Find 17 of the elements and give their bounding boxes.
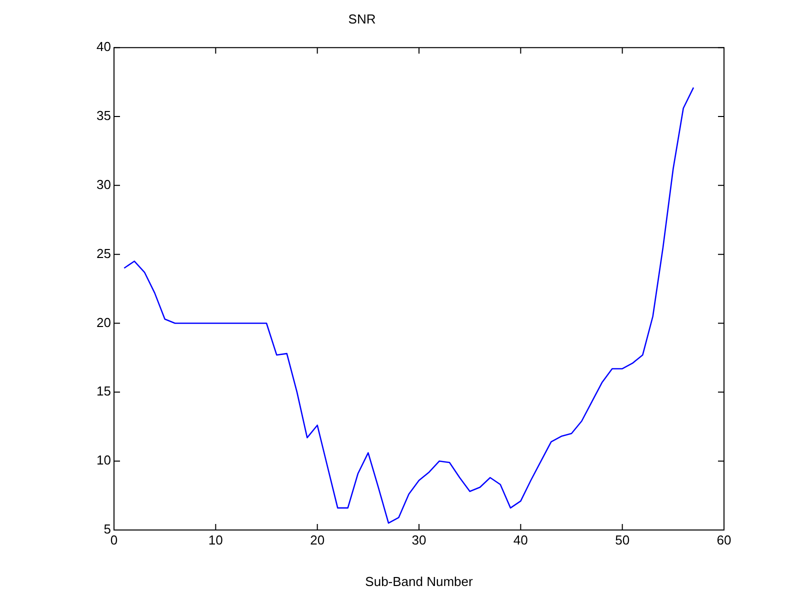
x-tick-label: 20 <box>310 532 325 548</box>
x-tick-label: 10 <box>208 532 223 548</box>
y-tick-label: 10 <box>96 452 111 468</box>
x-tick-label: 0 <box>110 532 118 548</box>
y-tick-label: 5 <box>104 522 111 537</box>
y-tick-label: 30 <box>96 177 111 192</box>
chart-title: SNR <box>348 11 376 26</box>
y-tick-label: 20 <box>96 314 111 330</box>
y-tick-label: 25 <box>96 246 111 261</box>
x-axis-title: Sub-Band Number <box>365 574 474 589</box>
x-tick-label: 30 <box>412 532 426 548</box>
x-tick-label: 40 <box>513 532 528 548</box>
y-tick-label: 15 <box>96 384 111 399</box>
y-tick-label: 35 <box>96 108 111 124</box>
x-tick-label: 60 <box>716 532 732 548</box>
y-tick-label: 40 <box>96 39 111 54</box>
x-tick-label: 50 <box>615 532 630 548</box>
